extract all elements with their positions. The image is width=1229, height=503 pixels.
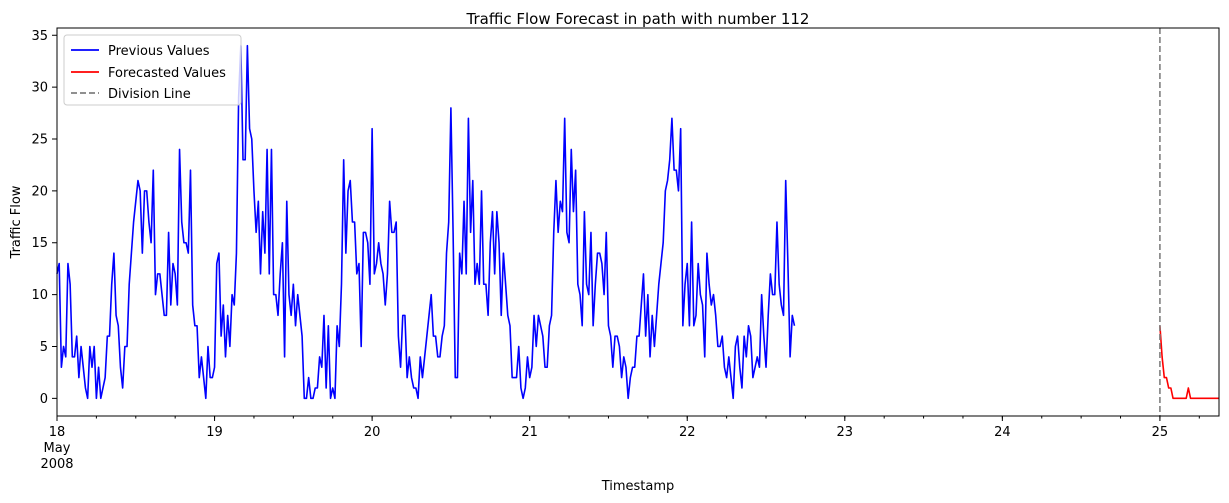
- x-axis-title: Timestamp: [601, 479, 675, 494]
- series-line-previous-values: [56, 44, 796, 400]
- y-tick-label: 0: [40, 392, 48, 407]
- y-tick-label: 10: [31, 288, 48, 303]
- legend-label-division: Division Line: [108, 87, 191, 102]
- chart-title: Traffic Flow Forecast in path with numbe…: [466, 10, 810, 28]
- series-points-previous-values: [56, 45, 795, 399]
- legend-box: [63, 34, 242, 106]
- legend-label-forecast: Forecasted Values: [108, 66, 226, 81]
- x-tick-label: 21: [521, 425, 538, 440]
- y-axis-title: Traffic Flow: [9, 185, 24, 259]
- x-tick-label: 24: [994, 425, 1011, 440]
- series-line-forecasted-values: [1159, 325, 1219, 400]
- y-tick-label: 35: [31, 29, 48, 44]
- x-tick-label: 18: [49, 425, 66, 440]
- legend-label-previous: Previous Values: [108, 44, 210, 59]
- legend: Previous Values Forecasted Values Divisi…: [63, 34, 242, 106]
- y-tick-label: 5: [40, 340, 48, 355]
- x-tick-sublabel: 2008: [40, 457, 73, 472]
- x-tick-label: 23: [837, 425, 854, 440]
- y-tick-label: 25: [31, 133, 48, 148]
- x-tick-sublabel: May: [44, 441, 71, 456]
- y-tick-label: 30: [31, 81, 48, 96]
- plot-area: [56, 28, 1220, 416]
- axes-frame: [56, 27, 1220, 417]
- x-tick-label: 20: [364, 425, 381, 440]
- x-tick-label: 22: [679, 425, 696, 440]
- x-tick-label: 19: [206, 425, 223, 440]
- y-tick-label: 20: [31, 184, 48, 199]
- y-tick-label: 15: [31, 236, 48, 251]
- y-axis: 0 5 10 15 20 25 30 35: [31, 29, 57, 407]
- x-tick-label: 25: [1152, 425, 1169, 440]
